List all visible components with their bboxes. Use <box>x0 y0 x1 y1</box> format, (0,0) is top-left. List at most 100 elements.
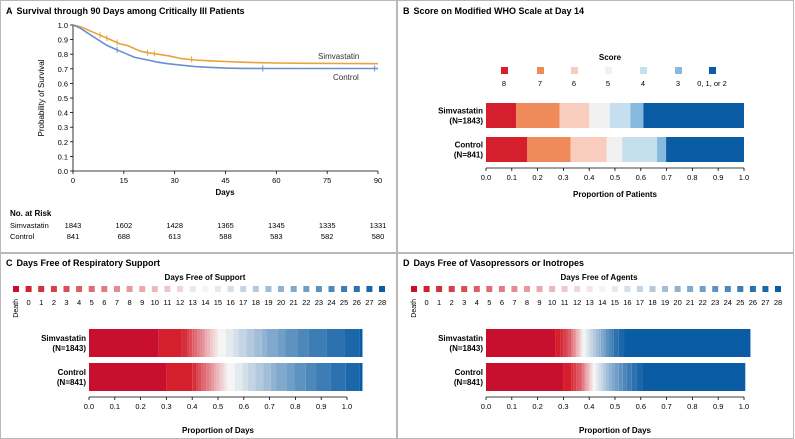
day-legend-swatch-5 <box>473 286 480 292</box>
day-legend-swatch-26 <box>737 286 744 292</box>
day-legend-swatch-29 <box>775 286 781 292</box>
bar-segment-simvastatin-17 <box>587 329 591 357</box>
bar-segment-simvastatin-26 <box>611 329 614 357</box>
respiratory-x-axis: 0.0 0.1 0.2 0.3 0.4 0.5 0.6 0.7 0.8 0.9 1.0 <box>84 396 352 411</box>
panel-c-letter: C <box>6 258 13 268</box>
day-legend-label: 27 <box>761 298 769 307</box>
bar-segment-control-6 <box>581 363 583 391</box>
survival-y-tick-label: 0.6 <box>58 79 68 88</box>
bar-segment-simvastatin-15 <box>218 329 226 357</box>
who-legend-swatch-1 <box>537 67 544 74</box>
bar-x-tick-label: 0.9 <box>713 173 723 182</box>
bar-segment-control-10 <box>586 363 588 391</box>
bar-segment-control-21 <box>270 363 277 391</box>
day-legend-swatch-8 <box>114 286 120 292</box>
day-legend-swatch-4 <box>461 286 468 292</box>
bar-segment-simvastatin-1 <box>555 329 561 357</box>
risk-value: 580 <box>372 232 385 241</box>
survival-lines <box>72 24 379 72</box>
bar-segment-control-23 <box>286 363 295 391</box>
day-legend-swatch-21 <box>674 286 681 292</box>
day-legend-label: 17 <box>636 298 644 307</box>
day-legend-label: 5 <box>487 298 491 307</box>
day-legend-swatch-10 <box>139 286 146 292</box>
bar-row-label: Control <box>58 368 86 377</box>
day-legend-label: 21 <box>290 298 298 307</box>
risk-value: 841 <box>67 232 80 241</box>
day-legend-label: 0 <box>27 298 31 307</box>
who-legend-swatch-6 <box>709 67 716 74</box>
day-legend-swatch-15 <box>599 286 606 292</box>
bar-x-tick-label: 0.7 <box>661 173 671 182</box>
who-legend-title: Score <box>599 53 622 62</box>
bar-segment-simvastatin-9 <box>202 329 206 357</box>
day-legend-label: 25 <box>736 298 744 307</box>
day-legend-label: 13 <box>586 298 594 307</box>
bar-segment-control-0 <box>486 137 528 162</box>
respiratory-legend-title: Days Free of Support <box>165 273 246 282</box>
day-legend-label: 27 <box>365 298 373 307</box>
control-survival-line <box>72 24 378 70</box>
who-legend-swatch-5 <box>675 67 682 74</box>
bar-segment-control-3 <box>196 363 199 391</box>
who-legend-swatch-4 <box>640 67 647 74</box>
bar-segment-simvastatin-13 <box>580 329 582 357</box>
bar-segment-control-1 <box>563 363 572 391</box>
day-legend-swatch-20 <box>265 286 272 292</box>
day-legend-label: 16 <box>226 298 234 307</box>
panel-d-title-text: Days Free of Vasopressors or Inotropes <box>414 258 585 268</box>
vasopressor-x-axis: 0.0 0.1 0.2 0.3 0.4 0.5 0.6 0.7 0.8 0.9 1.0 <box>481 396 749 411</box>
survival-x-tick-label: 60 <box>272 176 280 185</box>
bar-x-tick-label: 0.5 <box>610 402 620 411</box>
respiratory-x-label: Proportion of Days <box>182 426 255 435</box>
bar-row-label: Simvastatin <box>438 107 483 116</box>
bar-segment-simvastatin-16 <box>225 329 234 357</box>
bar-segment-simvastatin-12 <box>578 329 581 357</box>
bar-segment-control-9 <box>211 363 215 391</box>
bar-segment-control-24 <box>618 363 623 391</box>
survival-y-tick-label: 0.9 <box>58 36 68 45</box>
bar-x-tick-label: 0.2 <box>532 173 542 182</box>
day-legend-swatch-25 <box>724 286 731 292</box>
bar-segment-simvastatin-2 <box>181 329 188 357</box>
bar-segment-simvastatin-8 <box>573 329 576 357</box>
day-legend-swatch-16 <box>214 286 221 292</box>
survival-x-tick-label: 45 <box>221 176 229 185</box>
bar-segment-simvastatin-14 <box>215 329 218 357</box>
who-legend-label: 6 <box>572 79 576 88</box>
bar-segment-simvastatin-10 <box>576 329 578 357</box>
bar-segment-control-18 <box>247 363 256 391</box>
day-legend-label: 11 <box>561 298 569 307</box>
day-legend-swatch-28 <box>366 286 373 292</box>
day-legend-swatch-11 <box>549 286 556 292</box>
day-legend-label: Death <box>13 299 20 318</box>
day-legend-label: 1 <box>437 298 441 307</box>
day-legend-label: 7 <box>512 298 516 307</box>
bar-segment-simvastatin-9 <box>575 329 577 357</box>
panel-b-title: B Score on Modified WHO Scale at Day 14 <box>403 6 584 16</box>
bar-segment-control-28 <box>636 363 643 391</box>
bar-segment-simvastatin-1 <box>516 103 560 128</box>
bar-segment-control-10 <box>214 363 217 391</box>
risk-value: 688 <box>118 232 131 241</box>
day-legend-label: 18 <box>648 298 656 307</box>
survival-y-tick-label: 0.4 <box>58 109 68 118</box>
who-legend: 8 7 6 5 4 3 0, 1, or 2 <box>501 67 727 88</box>
bar-segment-control-8 <box>584 363 586 391</box>
day-legend-swatch-22 <box>687 286 694 292</box>
bar-segment-control-20 <box>263 363 271 391</box>
day-legend-swatch-23 <box>303 286 310 292</box>
who-bars: Simvastatin(N=1843) Control(N=841) <box>438 103 744 162</box>
day-legend-label: 3 <box>462 298 466 307</box>
bar-segment-simvastatin-20 <box>254 329 262 357</box>
bar-segment-control-8 <box>208 363 212 391</box>
day-legend-swatch-18 <box>240 286 247 292</box>
bar-segment-control-26 <box>316 363 331 391</box>
bar-segment-simvastatin-13 <box>212 329 216 357</box>
day-legend-swatch-24 <box>315 286 322 292</box>
bar-row-n: (N=841) <box>57 378 86 387</box>
bar-segment-control-19 <box>255 363 264 391</box>
day-legend-label: 0 <box>425 298 429 307</box>
bar-row-label: Control <box>455 141 483 150</box>
day-legend-swatch-20 <box>662 286 668 292</box>
